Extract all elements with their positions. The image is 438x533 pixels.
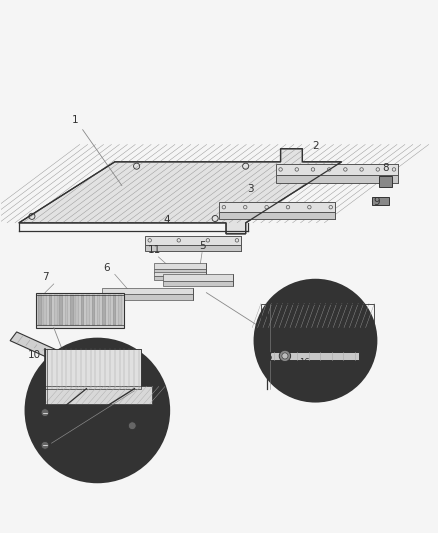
Text: 14: 14 bbox=[144, 436, 155, 445]
Text: 14: 14 bbox=[35, 401, 46, 410]
Polygon shape bbox=[70, 295, 74, 325]
Polygon shape bbox=[10, 332, 84, 371]
Polygon shape bbox=[102, 288, 193, 294]
Polygon shape bbox=[154, 276, 206, 280]
Text: 9: 9 bbox=[372, 197, 379, 207]
Polygon shape bbox=[145, 236, 241, 245]
Polygon shape bbox=[86, 295, 89, 325]
Polygon shape bbox=[162, 281, 232, 286]
Text: 15: 15 bbox=[261, 353, 272, 362]
Text: 10: 10 bbox=[28, 350, 41, 360]
Polygon shape bbox=[219, 203, 334, 212]
Polygon shape bbox=[113, 295, 116, 325]
Text: 2: 2 bbox=[311, 141, 318, 151]
Polygon shape bbox=[49, 295, 52, 325]
Text: 13: 13 bbox=[111, 427, 122, 437]
Polygon shape bbox=[54, 295, 57, 325]
Polygon shape bbox=[371, 197, 388, 205]
Polygon shape bbox=[45, 350, 141, 389]
Text: 1: 1 bbox=[72, 115, 122, 185]
Text: 16: 16 bbox=[299, 358, 309, 367]
Polygon shape bbox=[107, 295, 111, 325]
Text: 5: 5 bbox=[198, 241, 205, 251]
Polygon shape bbox=[97, 295, 100, 325]
Polygon shape bbox=[162, 274, 232, 281]
Circle shape bbox=[279, 350, 290, 361]
Circle shape bbox=[25, 338, 169, 482]
Polygon shape bbox=[276, 164, 397, 175]
Circle shape bbox=[281, 353, 287, 359]
Text: 11: 11 bbox=[147, 245, 160, 255]
Polygon shape bbox=[36, 293, 123, 328]
Polygon shape bbox=[269, 352, 358, 360]
Text: 12: 12 bbox=[72, 410, 83, 419]
Text: 7: 7 bbox=[42, 272, 48, 281]
Polygon shape bbox=[38, 295, 42, 325]
Circle shape bbox=[254, 280, 376, 402]
Polygon shape bbox=[154, 272, 206, 276]
Polygon shape bbox=[65, 295, 68, 325]
Text: 6: 6 bbox=[102, 263, 109, 273]
Polygon shape bbox=[102, 294, 193, 300]
Circle shape bbox=[41, 441, 49, 449]
Polygon shape bbox=[43, 295, 47, 325]
Circle shape bbox=[128, 422, 136, 430]
Text: 8: 8 bbox=[381, 163, 388, 173]
Polygon shape bbox=[378, 176, 391, 187]
Polygon shape bbox=[81, 295, 84, 325]
Polygon shape bbox=[102, 295, 106, 325]
Polygon shape bbox=[154, 269, 206, 273]
Text: 4: 4 bbox=[163, 215, 170, 225]
Polygon shape bbox=[118, 295, 121, 325]
Text: 3: 3 bbox=[246, 184, 253, 195]
Polygon shape bbox=[154, 263, 206, 269]
Polygon shape bbox=[145, 245, 241, 251]
Polygon shape bbox=[19, 149, 341, 234]
Polygon shape bbox=[75, 295, 79, 325]
Polygon shape bbox=[59, 295, 63, 325]
Polygon shape bbox=[45, 386, 152, 404]
Polygon shape bbox=[276, 175, 397, 183]
Polygon shape bbox=[92, 295, 95, 325]
Circle shape bbox=[41, 409, 49, 417]
Polygon shape bbox=[219, 212, 334, 219]
